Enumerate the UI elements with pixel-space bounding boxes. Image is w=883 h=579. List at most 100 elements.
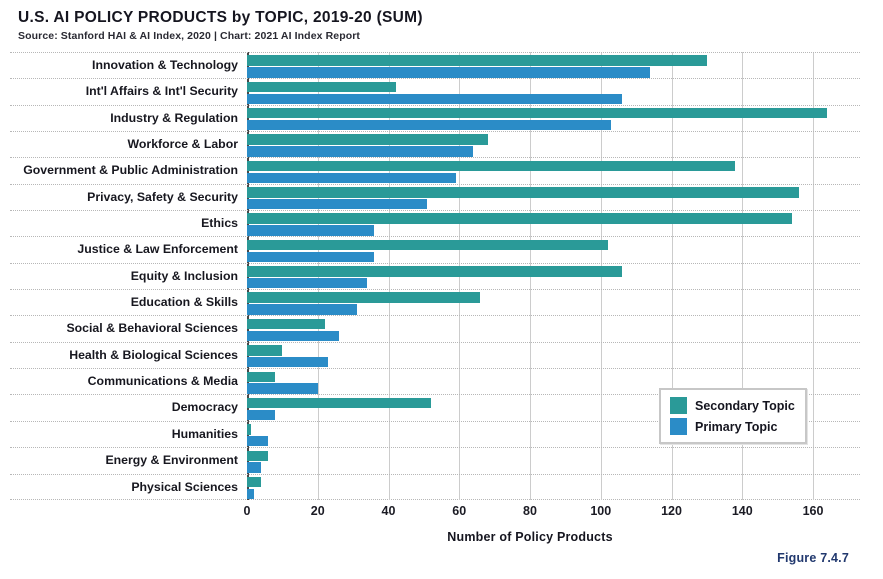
plot-rows: Innovation & Technology Int'l Affairs & I…: [10, 52, 860, 500]
category-label: Industry & Regulation: [110, 110, 238, 125]
bar-secondary: [247, 134, 488, 145]
bar-primary: [247, 67, 651, 78]
category-label: Humanities: [171, 426, 238, 441]
category-row: Health & Biological Sciences: [10, 341, 860, 368]
category-row: Physical Sciences: [10, 473, 860, 500]
category-row: Industry & Regulation: [10, 104, 860, 131]
bar-secondary: [247, 424, 251, 435]
bar-primary: [247, 488, 255, 500]
category-row: Int'l Affairs & Int'l Security: [10, 78, 860, 104]
category-plot-cell: [247, 185, 860, 210]
bar-primary: [247, 251, 375, 262]
category-plot-cell: [247, 422, 860, 447]
category-label: Privacy, Safety & Security: [87, 189, 238, 204]
figure-number-label: Figure 7.4.7: [777, 551, 849, 565]
bar-primary: [247, 93, 622, 104]
category-plot-cell: [247, 158, 860, 183]
category-label: Education & Skills: [130, 295, 238, 310]
bar-secondary: [247, 187, 799, 198]
x-tick-label: 0: [243, 504, 251, 518]
category-label: Equity & Inclusion: [130, 268, 238, 283]
category-label: Communications & Media: [87, 374, 238, 389]
bar-primary: [247, 356, 329, 368]
bar-secondary: [247, 108, 828, 119]
x-axis-title: Number of Policy Products: [447, 530, 613, 544]
category-plot-cell: [247, 79, 860, 104]
category-label: Ethics: [201, 216, 238, 231]
x-tick-label: 40: [381, 504, 396, 518]
bar-secondary: [247, 318, 325, 330]
category-label: Justice & Law Enforcement: [77, 242, 238, 257]
bar-secondary: [247, 213, 792, 224]
legend-label-primary: Primary Topic: [695, 419, 778, 434]
bar-primary: [247, 146, 474, 157]
gridline: [813, 52, 814, 500]
category-row: Education & Skills: [10, 289, 860, 315]
category-row: Innovation & Technology: [10, 52, 860, 78]
legend-swatch-primary: [670, 418, 687, 435]
category-label: Health & Biological Sciences: [69, 347, 238, 362]
category-row: Social & Behavioral Sciences: [10, 315, 860, 342]
category-label: Physical Sciences: [131, 479, 238, 494]
category-plot-cell: [247, 211, 860, 236]
legend-item-primary: Primary Topic: [670, 418, 796, 435]
legend-item-secondary: Secondary Topic: [670, 397, 796, 414]
bar-primary: [247, 119, 612, 131]
bar-secondary: [247, 160, 736, 172]
category-label: Energy & Environment: [105, 453, 238, 468]
category-plot-cell: [247, 475, 860, 500]
category-plot-cell: [247, 53, 860, 78]
category-plot-cell: [247, 132, 860, 157]
bar-secondary: [247, 371, 276, 382]
category-row: Humanities: [10, 420, 860, 447]
category-label: Int'l Affairs & Int'l Security: [85, 84, 238, 99]
bar-primary: [247, 409, 276, 421]
bar-primary: [247, 198, 428, 210]
category-row: Government & Public Administration: [10, 157, 860, 183]
bar-secondary: [247, 266, 622, 277]
bar-secondary: [247, 239, 608, 251]
bar-primary: [247, 436, 269, 447]
category-row: Democracy: [10, 394, 860, 421]
category-label: Innovation & Technology: [92, 58, 238, 72]
x-tick-label: 140: [731, 504, 753, 518]
bar-primary: [247, 383, 318, 394]
category-plot-cell: [247, 448, 860, 473]
bar-secondary: [247, 81, 396, 93]
category-plot-cell: [247, 264, 860, 289]
category-row: Communications & Media: [10, 368, 860, 394]
chart-source-line: Source: Stanford HAI & AI Index, 2020 | …: [18, 30, 361, 42]
bar-secondary: [247, 55, 707, 66]
category-plot-cell: [247, 106, 860, 131]
category-row: Privacy, Safety & Security: [10, 183, 860, 210]
plot-area: Innovation & Technology Int'l Affairs & I…: [10, 52, 860, 500]
category-row: Justice & Law Enforcement: [10, 236, 860, 262]
legend: Secondary Topic Primary Topic: [659, 388, 807, 444]
x-tick-label: 100: [590, 504, 612, 518]
x-tick-label: 80: [523, 504, 537, 518]
bar-secondary: [247, 345, 283, 356]
bar-primary: [247, 225, 375, 236]
bar-primary: [247, 277, 368, 289]
gridline: [671, 52, 673, 500]
x-tick-label: 160: [802, 504, 824, 518]
legend-label-secondary: Secondary Topic: [695, 398, 795, 413]
bar-primary: [247, 462, 262, 473]
category-row: Workforce & Labor: [10, 131, 860, 157]
bar-secondary: [247, 397, 431, 409]
category-plot-cell: [247, 237, 860, 262]
category-row: Energy & Environment: [10, 447, 860, 473]
category-row: Equity & Inclusion: [10, 262, 860, 289]
bar-secondary: [247, 292, 481, 303]
category-plot-cell: [247, 395, 860, 421]
category-label: Democracy: [171, 400, 238, 415]
category-plot-cell: [247, 316, 860, 342]
category-plot-cell: [247, 369, 860, 394]
gridline: [742, 52, 744, 500]
x-tick-label: 60: [452, 504, 467, 518]
legend-swatch-secondary: [670, 397, 687, 414]
x-tick-label: 120: [661, 504, 682, 518]
bar-secondary: [247, 476, 262, 488]
category-label: Social & Behavioral Sciences: [66, 321, 238, 336]
